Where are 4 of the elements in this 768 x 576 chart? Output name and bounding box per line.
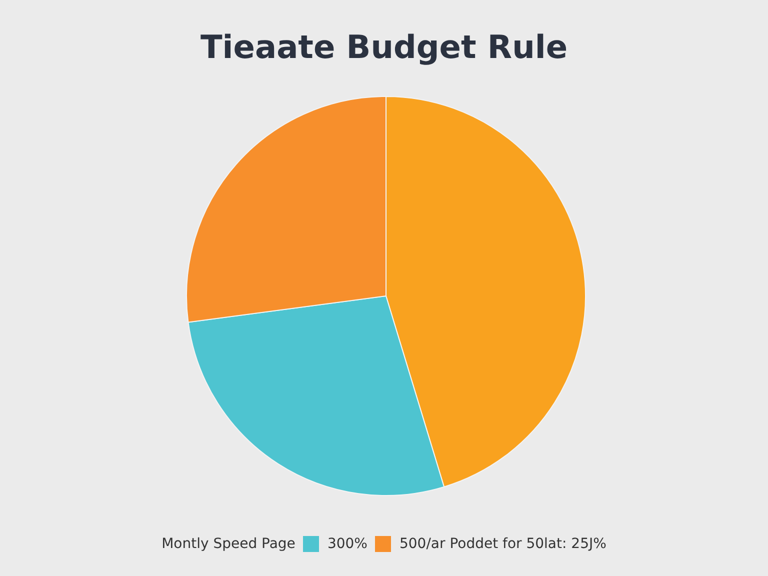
legend-label: 500/ar Poddet for 50lat: 25J%: [399, 536, 606, 552]
legend-label: 300%: [327, 536, 368, 552]
chart-title: Tieaate Budget Rule: [199, 28, 569, 66]
legend-title: Montly Speed Page: [162, 536, 296, 552]
